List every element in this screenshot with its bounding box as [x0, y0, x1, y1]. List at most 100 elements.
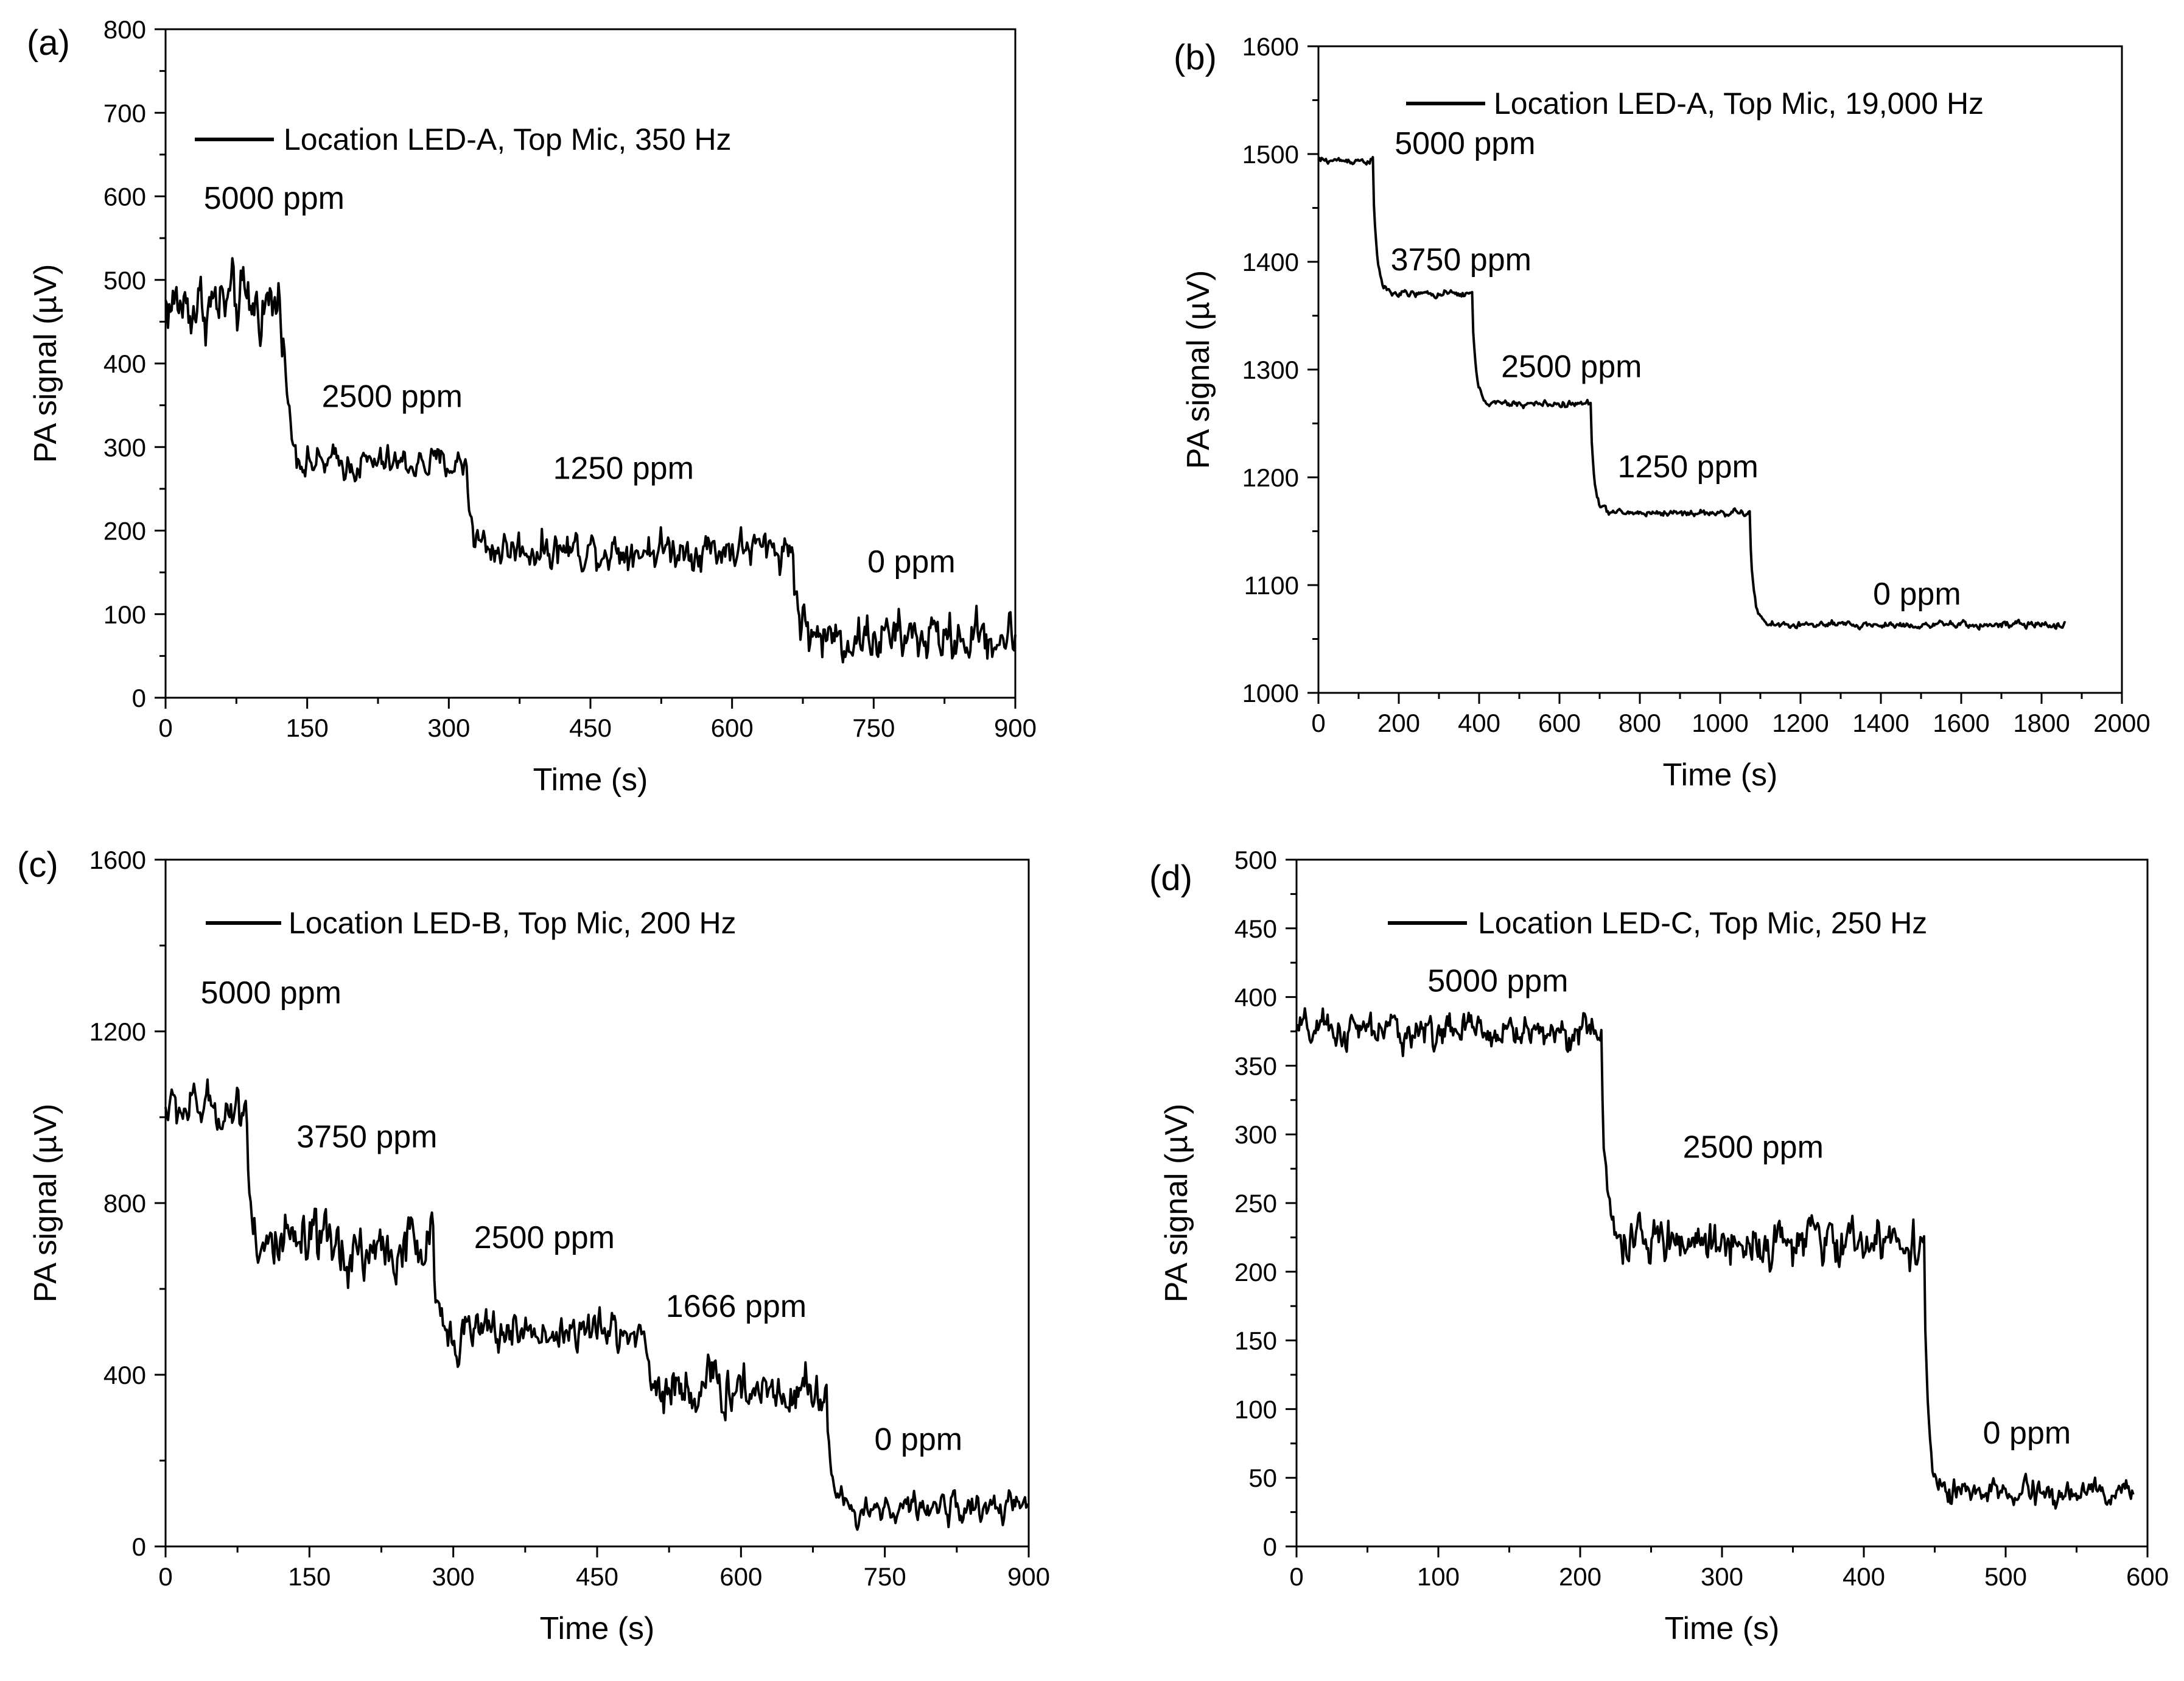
y-tick-label: 400 [1234, 983, 1277, 1012]
panel-label: (c) [17, 845, 58, 885]
x-tick-label: 200 [1377, 709, 1420, 737]
x-tick-label: 750 [852, 714, 895, 742]
y-tick-label: 1200 [1242, 463, 1299, 492]
x-tick-label: 1200 [1772, 709, 1829, 737]
y-tick-label: 1200 [89, 1017, 146, 1046]
y-tick-label: 400 [103, 349, 146, 378]
x-tick-label: 600 [719, 1562, 762, 1591]
y-axis-title: PA signal (µV) [1181, 270, 1216, 469]
y-tick-label: 100 [1234, 1395, 1277, 1423]
x-tick-label: 300 [432, 1562, 475, 1591]
signal-trace [164, 257, 1017, 664]
x-tick-label: 1600 [1933, 709, 1989, 737]
x-axis-title: Time (s) [1663, 757, 1778, 793]
x-tick-label: 600 [711, 714, 754, 742]
step-label: 5000 ppm [1427, 964, 1568, 999]
x-axis-title: Time (s) [533, 762, 648, 798]
step-label: 0 ppm [875, 1422, 963, 1457]
x-tick-label: 150 [288, 1562, 331, 1591]
x-tick-label: 1800 [2013, 709, 2070, 737]
y-tick-label: 300 [1234, 1120, 1277, 1149]
y-tick-label: 800 [103, 15, 146, 44]
x-tick-label: 500 [1984, 1562, 2027, 1591]
y-tick-label: 0 [1263, 1532, 1277, 1561]
step-label: 5000 ppm [1395, 126, 1535, 161]
x-tick-label: 800 [1619, 709, 1661, 737]
step-label: 0 ppm [867, 544, 956, 580]
y-axis-title: PA signal (µV) [28, 1104, 63, 1303]
step-label: 1250 ppm [553, 451, 694, 486]
y-tick-label: 150 [1234, 1327, 1277, 1355]
y-tick-label: 200 [103, 517, 146, 546]
x-tick-label: 750 [864, 1562, 906, 1591]
y-tick-label: 1000 [1242, 679, 1299, 707]
x-tick-label: 300 [1701, 1562, 1743, 1591]
y-tick-label: 50 [1248, 1464, 1277, 1492]
y-tick-label: 300 [103, 433, 146, 461]
step-label: 1250 ppm [1618, 449, 1759, 485]
y-tick-label: 1400 [1242, 248, 1299, 276]
y-tick-label: 450 [1234, 914, 1277, 943]
legend-label: Location LED-C, Top Mic, 250 Hz [1478, 906, 1927, 940]
x-tick-label: 2000 [2093, 709, 2150, 737]
step-label: 3750 ppm [1391, 242, 1531, 278]
step-label: 3750 ppm [296, 1119, 437, 1154]
x-tick-label: 1000 [1692, 709, 1748, 737]
y-tick-label: 700 [103, 99, 146, 127]
y-tick-label: 250 [1234, 1189, 1277, 1218]
x-tick-label: 0 [1289, 1562, 1303, 1591]
y-tick-label: 400 [103, 1361, 146, 1389]
panel-d: 0 100 200 300 400 500 600 0 50 100 150 200 250 300 350… [1149, 846, 2169, 1646]
y-tick-label: 1300 [1242, 356, 1299, 384]
x-tick-label: 0 [1311, 709, 1325, 737]
y-tick-label: 1600 [1242, 32, 1299, 61]
step-label: 2500 ppm [322, 379, 463, 414]
step-label: 2500 ppm [474, 1220, 615, 1255]
x-tick-label: 200 [1559, 1562, 1601, 1591]
y-tick-label: 0 [132, 684, 146, 712]
y-tick-label: 350 [1234, 1051, 1277, 1080]
step-label: 5000 ppm [204, 181, 345, 216]
legend-label: Location LED-A, Top Mic, 19,000 Hz [1494, 86, 1984, 121]
y-tick-label: 1100 [1244, 571, 1299, 600]
signal-trace [1295, 1007, 2135, 1510]
signal-trace [1317, 156, 2067, 631]
panel-a: 0 150 300 450 600 750 900 0 100 200 300 400 500 600 70… [27, 15, 1037, 798]
x-axis-title: Time (s) [540, 1611, 655, 1646]
x-tick-label: 0 [158, 714, 172, 742]
x-tick-label: 600 [1538, 709, 1581, 737]
legend-label: Location LED-B, Top Mic, 200 Hz [289, 906, 737, 940]
panel-label: (a) [27, 23, 70, 63]
panel-c: 0 150 300 450 600 750 900 0 400 800 1200 1600 Time (… [17, 845, 1050, 1646]
y-tick-label: 1600 [89, 846, 146, 874]
x-tick-label: 300 [427, 714, 470, 742]
y-axis-title: PA signal (µV) [28, 264, 63, 463]
y-tick-label: 800 [103, 1189, 146, 1218]
x-tick-label: 400 [1843, 1562, 1885, 1591]
panel-label: (d) [1149, 858, 1192, 898]
x-tick-label: 150 [286, 714, 329, 742]
y-tick-label: 500 [1234, 846, 1277, 874]
x-tick-label: 1400 [1852, 709, 1909, 737]
step-label: 0 ppm [1873, 577, 1961, 612]
panel-label: (b) [1174, 38, 1217, 77]
step-label: 1666 ppm [666, 1289, 807, 1324]
x-tick-label: 450 [569, 714, 612, 742]
y-tick-label: 200 [1234, 1258, 1277, 1286]
y-tick-label: 1500 [1242, 140, 1299, 169]
y-tick-label: 500 [103, 266, 146, 295]
x-tick-label: 900 [1007, 1562, 1050, 1591]
step-label: 2500 ppm [1501, 349, 1642, 384]
x-tick-label: 450 [576, 1562, 618, 1591]
step-label: 2500 ppm [1683, 1130, 1824, 1165]
x-tick-label: 900 [994, 714, 1037, 742]
x-tick-label: 600 [2126, 1562, 2169, 1591]
y-tick-label: 0 [132, 1532, 146, 1561]
x-tick-label: 100 [1417, 1562, 1460, 1591]
x-tick-label: 400 [1458, 709, 1500, 737]
legend-label: Location LED-A, Top Mic, 350 Hz [284, 122, 732, 156]
x-axis-title: Time (s) [1665, 1611, 1780, 1646]
signal-trace [164, 1078, 1030, 1531]
x-tick-label: 0 [158, 1562, 172, 1591]
